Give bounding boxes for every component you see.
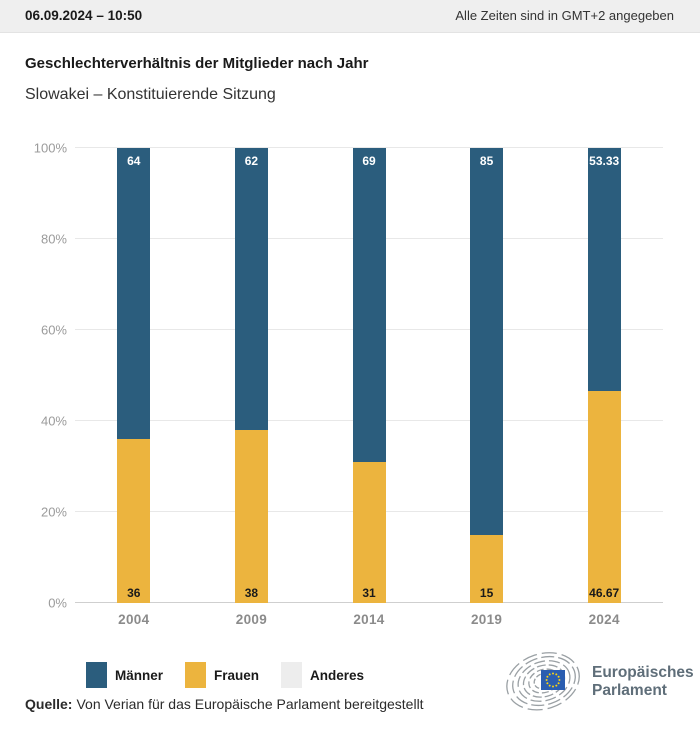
- european-parliament-logo: Europäisches Parlament: [506, 650, 696, 714]
- ep-logo-line2: Parlament: [592, 682, 667, 699]
- stacked-bar-2004: 64 36: [117, 148, 151, 603]
- source-label: Quelle:: [25, 696, 73, 712]
- legend-item-männer[interactable]: Männer: [86, 662, 163, 688]
- maenner-value-label: 64: [127, 154, 141, 168]
- legend-item-frauen[interactable]: Frauen: [185, 662, 259, 688]
- x-axis-label-2009: 2009: [235, 612, 267, 627]
- frauen-segment: 46.67: [587, 390, 621, 603]
- frauen-value-label: 36: [127, 586, 141, 600]
- maenner-segment: 64: [117, 148, 151, 440]
- report-datetime: 06.09.2024 – 10:50: [25, 8, 143, 23]
- legend-item-anderes[interactable]: Anderes: [281, 662, 364, 688]
- maenner-segment: 85: [470, 148, 504, 535]
- ep-hemicycle-icon: [506, 652, 580, 711]
- maenner-segment: 62: [234, 148, 268, 431]
- frauen-segment: 36: [117, 439, 151, 603]
- x-axis-label-2024: 2024: [588, 612, 620, 627]
- eu-flag-icon: [541, 670, 565, 690]
- x-axis-label-2004: 2004: [118, 612, 150, 627]
- frauen-value-label: 15: [479, 586, 494, 600]
- frauen-segment: 15: [470, 534, 504, 603]
- frauen-value-label: 31: [362, 586, 376, 600]
- frauen-value-label: 46.67: [589, 586, 620, 600]
- source-text: Von Verian für das Europäische Parlament…: [76, 696, 424, 712]
- maenner-segment: 69: [352, 148, 386, 462]
- maenner-value-label: 53.33: [589, 154, 620, 168]
- maenner-value-label: 85: [479, 154, 494, 168]
- chart-title: Geschlechterverhältnis der Mitglieder na…: [25, 55, 369, 72]
- y-tick-label: 20%: [40, 504, 67, 520]
- stacked-bar-2009: 62 38: [234, 148, 268, 603]
- legend-swatch-icon: [281, 662, 303, 688]
- ep-logo-line1: Europäisches: [592, 664, 694, 681]
- stacked-bar-2014: 69 31: [352, 148, 386, 603]
- source-line: Quelle: Von Verian für das Europäische Pa…: [25, 696, 424, 712]
- page-header: 06.09.2024 – 10:50 Alle Zeiten sind in G…: [0, 0, 700, 33]
- legend-swatch-icon: [185, 662, 207, 688]
- legend-swatch-icon: [86, 662, 107, 688]
- y-tick-label: 80%: [40, 231, 67, 247]
- maenner-value-label: 69: [362, 154, 376, 168]
- frauen-value-label: 38: [244, 586, 259, 600]
- gridline-100%: [75, 147, 663, 148]
- x-axis-label-2014: 2014: [353, 612, 385, 627]
- x-axis-label-2019: 2019: [470, 612, 503, 627]
- y-tick-label: 60%: [40, 322, 67, 338]
- y-tick-label: 40%: [40, 413, 67, 429]
- x-axis-labels: 2004 2009 2014 2019 2024: [75, 612, 663, 630]
- maenner-segment: 53.33: [587, 148, 621, 391]
- chart-plot-area: 0% 20% 40% 60% 80% 100% 64 36 62 38 69 31 85 15 53.33 4…: [34, 142, 663, 610]
- legend-label: Männer: [115, 667, 164, 683]
- stacked-bar-2024: 53.33 46.67: [587, 148, 621, 603]
- timezone-note: Alle Zeiten sind in GMT+2 angegeben: [455, 8, 674, 23]
- y-tick-label: 0%: [48, 595, 67, 611]
- legend-label: Anderes: [310, 667, 365, 683]
- legend-label: Frauen: [214, 667, 260, 683]
- stacked-bar-2019: 85 15: [470, 148, 504, 603]
- y-tick-label: 100%: [33, 140, 67, 156]
- frauen-segment: 31: [352, 461, 386, 603]
- maenner-value-label: 62: [244, 154, 259, 168]
- ep-logo-text: Europäisches Parlament: [592, 664, 694, 700]
- chart-legend: Männer Frauen Anderes: [86, 662, 386, 688]
- frauen-segment: 38: [234, 430, 268, 603]
- chart-subtitle: Slowakei – Konstituierende Sitzung: [25, 86, 276, 103]
